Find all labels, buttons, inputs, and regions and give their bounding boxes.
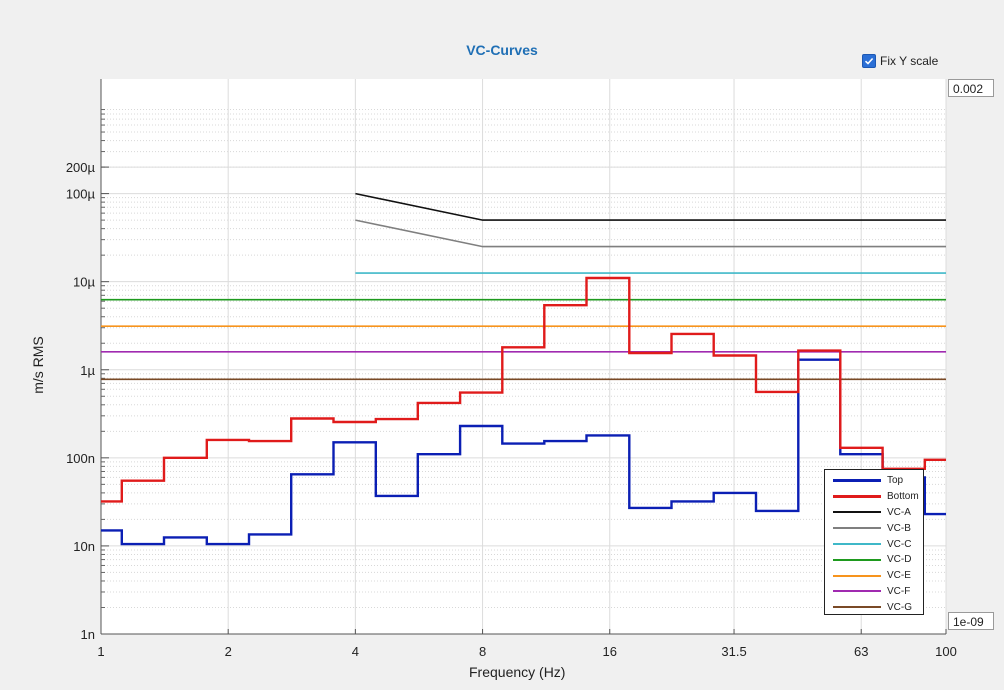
legend-label: VC-F	[887, 585, 911, 597]
legend-item-vc-f: VC-F	[825, 584, 923, 600]
legend-swatch	[833, 590, 881, 593]
x-tick-label: 100	[935, 644, 957, 659]
legend-swatch	[833, 543, 881, 546]
chart-title: VC-Curves	[466, 42, 538, 58]
legend-swatch	[833, 527, 881, 530]
legend-item-vc-d: VC-D	[825, 552, 923, 568]
legend-label: VC-D	[887, 554, 912, 566]
y-tick-label: 100µ	[66, 187, 96, 202]
y-tick-label: 10n	[73, 539, 95, 554]
x-tick-label: 4	[352, 644, 359, 659]
legend-swatch	[833, 495, 881, 499]
plot-area	[101, 79, 946, 634]
legend-item-vc-b: VC-B	[825, 520, 923, 536]
legend-item-vc-c: VC-C	[825, 536, 923, 552]
x-tick-label: 2	[225, 644, 232, 659]
y-tick-label: 200µ	[66, 160, 96, 175]
legend-label: VC-G	[887, 601, 912, 613]
y-tick-label: 10µ	[73, 275, 95, 290]
series-line-bottom	[101, 276, 946, 503]
series-line-vc-b	[355, 219, 946, 248]
y-max-field[interactable]: 0.002	[948, 79, 994, 97]
legend-swatch	[833, 574, 881, 577]
legend-label: VC-A	[887, 506, 911, 518]
x-tick-label: 8	[479, 644, 486, 659]
legend-item-vc-e: VC-E	[825, 568, 923, 584]
legend-label: VC-C	[887, 538, 912, 550]
y-axis-title: m/s RMS	[30, 336, 46, 394]
legend-item-vc-a: VC-A	[825, 505, 923, 521]
legend: Top Bottom VC-A VC-B VC-C VC-D VC-E VC-F VC-G	[824, 469, 924, 615]
legend-swatch	[833, 606, 881, 609]
checkmark-icon	[864, 57, 874, 65]
fix-y-label: Fix Y scale	[880, 54, 939, 68]
legend-label: VC-B	[887, 522, 911, 534]
y-tick-label: 1µ	[80, 363, 95, 378]
legend-swatch	[833, 479, 881, 483]
y-min-field[interactable]: 1e-09	[948, 612, 994, 630]
legend-label: VC-E	[887, 570, 911, 582]
legend-item-vc-g: VC-G	[825, 599, 923, 615]
x-tick-label: 31.5	[721, 644, 746, 659]
legend-label: Top	[887, 475, 904, 487]
series-group	[101, 192, 946, 546]
legend-item-bottom: Bottom	[825, 489, 923, 505]
x-tick-label: 63	[854, 644, 868, 659]
x-axis-title: Frequency (Hz)	[469, 664, 566, 680]
fix-y-scale-toggle[interactable]: Fix Y scale	[862, 53, 938, 69]
legend-swatch	[833, 558, 881, 561]
legend-label: Bottom	[887, 491, 919, 503]
fix-y-checkbox[interactable]	[862, 54, 876, 68]
series-line-top	[101, 358, 946, 546]
series-line-vc-a	[355, 192, 946, 221]
legend-swatch	[833, 511, 881, 514]
legend-item-top: Top	[825, 473, 923, 489]
y-tick-label: 1n	[81, 627, 95, 642]
x-tick-label: 1	[97, 644, 104, 659]
y-tick-label: 100n	[66, 451, 95, 466]
x-tick-label: 16	[603, 644, 617, 659]
